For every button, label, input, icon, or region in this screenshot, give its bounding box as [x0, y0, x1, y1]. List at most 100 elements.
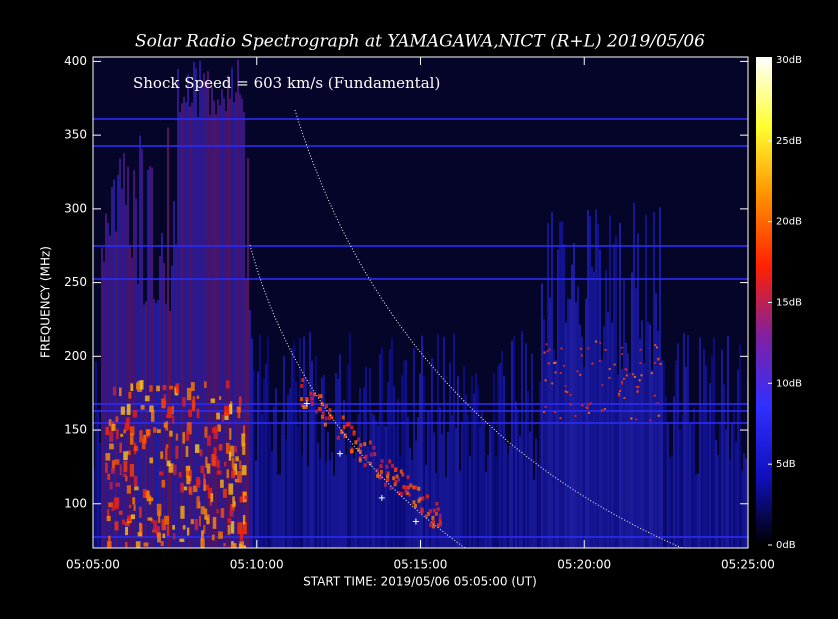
spectrum-texture: [373, 415, 375, 548]
spectrum-texture: [143, 304, 145, 548]
spectrum-texture: [275, 388, 277, 548]
spectrum-texture: [543, 352, 545, 354]
spectrum-texture: [451, 415, 453, 548]
spectrum-texture: [191, 382, 195, 391]
spectrum-texture: [656, 346, 658, 348]
spectrum-texture: [388, 459, 391, 463]
spectrum-texture: [587, 210, 589, 548]
spectrum-texture: [745, 458, 747, 548]
spectrum-texture: [160, 451, 163, 458]
spectrum-texture: [359, 458, 362, 462]
spectrum-texture: [187, 388, 191, 400]
spectrum-texture: [145, 396, 150, 402]
y-tick-label: 250: [64, 275, 87, 289]
spectrum-texture: [217, 509, 219, 513]
spectrum-texture: [217, 460, 219, 469]
spectrum-texture: [625, 342, 627, 548]
spectrum-texture: [153, 427, 157, 433]
spectrum-texture: [203, 473, 205, 484]
spectrum-texture: [673, 396, 675, 548]
spectrum-texture: [639, 362, 641, 364]
spectrum-texture: [123, 461, 127, 473]
spectrum-texture: [240, 529, 243, 540]
spectrum-texture: [172, 416, 174, 424]
spectrum-texture: [181, 103, 183, 548]
spectrum-texture: [433, 508, 436, 512]
spectrum-texture: [391, 338, 393, 548]
spectrum-texture: [397, 399, 399, 548]
spectrum-texture: [204, 509, 207, 520]
spectrum-texture: [559, 222, 561, 548]
spectrum-texture: [355, 452, 357, 548]
spectrum-texture: [421, 510, 424, 514]
spectrum-texture: [221, 508, 225, 518]
spectrum-texture: [149, 166, 151, 548]
spectrum-texture: [618, 395, 620, 397]
spectrum-texture: [101, 247, 103, 548]
spectrum-texture: [471, 376, 473, 548]
spectrum-texture: [545, 379, 547, 381]
spectrum-texture: [162, 480, 166, 488]
spectrum-texture: [111, 187, 113, 548]
spectrum-texture: [359, 443, 362, 447]
x-tick-label: 05:15:00: [394, 558, 448, 572]
spectrum-texture: [167, 461, 171, 467]
spectrum-texture: [531, 354, 533, 548]
spectrum-texture: [609, 216, 611, 548]
spectrum-texture: [213, 517, 217, 529]
spectrum-texture: [489, 427, 491, 548]
spectrum-texture: [124, 430, 126, 434]
spectrum-texture: [559, 417, 561, 419]
spectrum-texture: [201, 88, 203, 548]
spectrum-texture: [589, 216, 591, 548]
spectrum-texture: [627, 353, 629, 548]
spectrum-texture: [247, 158, 249, 548]
spectrum-texture: [597, 224, 599, 548]
spectrum-texture: [149, 457, 153, 463]
spectrum-texture: [351, 452, 353, 548]
spectrum-texture: [115, 459, 120, 464]
spectrum-texture: [224, 462, 226, 467]
spectrum-texture: [105, 214, 107, 548]
spectrum-texture: [431, 516, 434, 520]
spectrum-texture: [155, 303, 157, 548]
spectrum-texture: [647, 322, 649, 548]
spectrum-texture: [216, 413, 220, 420]
spectrum-texture: [114, 498, 119, 509]
spectrum-texture: [687, 335, 689, 548]
spectrum-texture: [604, 408, 606, 410]
spectrum-texture: [677, 344, 679, 548]
spectrum-texture: [186, 476, 190, 484]
spectrum-texture: [385, 465, 388, 469]
spectrum-texture: [407, 486, 410, 490]
spectrum-texture: [415, 440, 417, 548]
spectrum-texture: [636, 391, 638, 393]
spectrum-texture: [229, 404, 232, 414]
spectrum-texture: [353, 432, 356, 436]
spectrum-texture: [739, 344, 741, 548]
spectrum-texture: [108, 536, 111, 547]
spectrum-texture: [621, 347, 623, 349]
spectrum-texture: [317, 443, 319, 548]
spectrum-texture: [353, 458, 355, 548]
spectrum-texture: [487, 455, 489, 548]
spectrum-texture: [235, 456, 239, 461]
spectrum-texture: [621, 381, 623, 383]
spectrum-texture: [731, 423, 733, 548]
spectrum-texture: [634, 376, 636, 378]
spectrum-texture: [651, 370, 653, 548]
spectrum-texture: [307, 466, 309, 548]
spectrum-texture: [414, 504, 417, 508]
spectrum-texture: [269, 424, 271, 548]
spectrum-texture: [273, 407, 275, 548]
spectrum-texture: [204, 427, 207, 438]
spectrum-texture: [645, 215, 647, 548]
spectrum-texture: [173, 201, 175, 548]
spectrum-texture: [249, 310, 251, 548]
spectrum-texture: [173, 533, 175, 539]
spectrum-texture: [565, 390, 567, 392]
spectrum-texture: [232, 458, 235, 469]
spectrum-texture: [285, 439, 287, 548]
spectrum-texture: [179, 112, 181, 548]
spectrum-texture: [242, 465, 247, 475]
